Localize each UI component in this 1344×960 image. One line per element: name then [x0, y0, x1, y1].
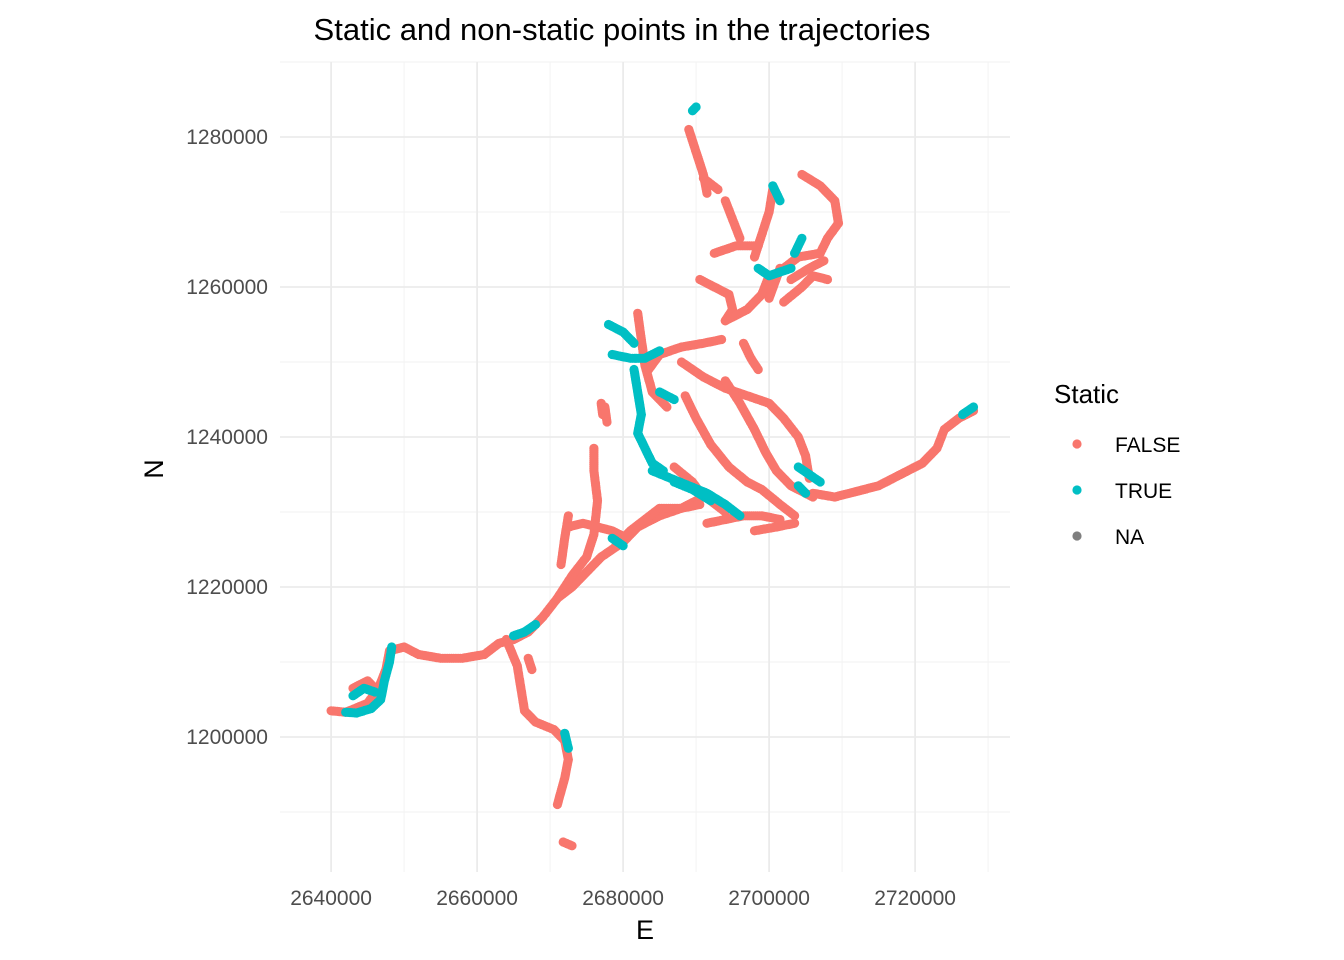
series-false-points [326, 124, 979, 851]
data-point [786, 263, 796, 273]
y-tick-label: 1240000 [186, 426, 268, 449]
grid-minor-lines [280, 61, 1010, 872]
data-point [669, 394, 679, 405]
legend-key-false [1072, 439, 1082, 449]
data-point [775, 196, 785, 206]
data-point [808, 492, 818, 502]
data-point [662, 402, 672, 412]
data-point [819, 256, 829, 266]
data-point [753, 241, 763, 251]
data-point [527, 664, 537, 675]
data-point [387, 642, 397, 652]
data-point [815, 477, 825, 487]
data-point [370, 687, 380, 697]
legend-label-false: FALSE [1115, 434, 1180, 457]
data-point [968, 402, 979, 412]
data-point [589, 443, 599, 453]
y-tick-label: 1200000 [186, 726, 268, 749]
x-tick-label: 2700000 [728, 887, 810, 910]
legend-label-true: TRUE [1115, 480, 1172, 503]
data-point [775, 514, 785, 525]
data-points [326, 102, 979, 851]
data-point [702, 188, 712, 198]
data-point [790, 511, 800, 521]
data-point [618, 541, 628, 551]
data-point [735, 511, 745, 521]
legend: Static FALSE TRUE NA [1054, 379, 1180, 549]
data-point [753, 364, 763, 375]
legend-key-true [1072, 485, 1082, 495]
y-axis-tick-labels: 1200000 1220000 1240000 1260000 1280000 [186, 126, 268, 749]
x-tick-label: 2680000 [582, 887, 664, 910]
x-tick-label: 2720000 [874, 887, 956, 910]
grid-major-lines [280, 62, 1010, 872]
y-tick-label: 1280000 [186, 126, 268, 149]
data-point [563, 511, 574, 521]
data-point [629, 338, 639, 348]
x-tick-label: 2660000 [436, 887, 518, 910]
data-point [695, 499, 705, 510]
data-point [655, 346, 665, 356]
legend-key-na [1072, 531, 1082, 541]
data-point [822, 274, 833, 285]
data-point [717, 334, 727, 345]
x-axis-tick-labels: 2640000 2660000 2680000 2700000 2720000 [290, 887, 956, 910]
data-point [530, 619, 541, 630]
y-tick-label: 1260000 [186, 276, 268, 299]
legend-label-na: NA [1115, 526, 1144, 549]
data-point [790, 518, 800, 528]
data-point [567, 841, 577, 851]
data-point [797, 169, 807, 180]
series-true-points [341, 102, 979, 753]
data-point [563, 743, 574, 753]
x-axis-title: E [636, 915, 654, 945]
legend-title: Static [1054, 379, 1119, 409]
y-axis-title: N [139, 459, 169, 479]
y-tick-label: 1220000 [186, 576, 268, 599]
data-point [720, 196, 730, 206]
data-point [691, 102, 701, 112]
data-point [801, 488, 811, 498]
data-point [706, 496, 716, 506]
data-point [552, 799, 563, 810]
data-point [797, 233, 807, 243]
x-tick-label: 2640000 [290, 887, 372, 910]
chart-title: Static and non-static points in the traj… [314, 12, 931, 47]
data-point [602, 417, 612, 427]
data-point [713, 184, 723, 195]
